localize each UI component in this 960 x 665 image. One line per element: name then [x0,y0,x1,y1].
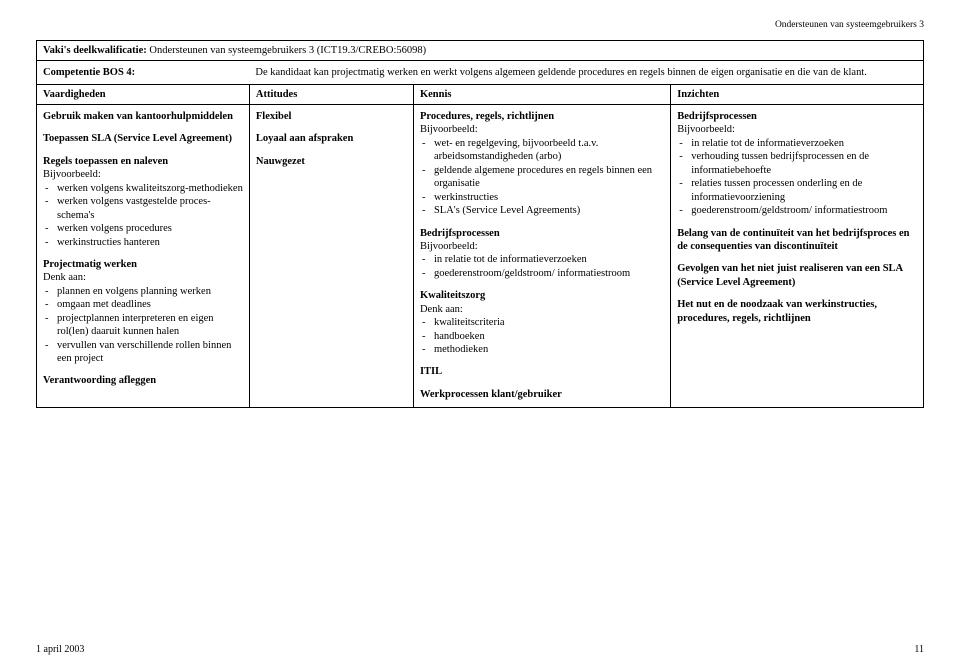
title-label: Vaki's deelkwalificatie: [43,45,147,56]
list-item: werkinstructies hanteren [43,236,243,249]
competentie-text: De kandidaat kan projectmatig werken en … [249,61,923,85]
inzichten-bp-block: Bedrijfsprocessen Bijvoorbeeld: in relat… [677,110,917,218]
body-row: Gebruik maken van kantoorhulpmiddelen To… [37,105,924,408]
list-item: werkinstructies [420,191,664,204]
kennis-heading-5: Werkprocessen klant/gebruiker [420,388,664,401]
inzichten-heading-2: Belang van de continuïteit van het bedri… [677,227,917,254]
list-item: in relatie tot de informatieverzoeken [420,253,664,266]
kennis-heading-1: Procedures, regels, richtlijnen [420,110,664,123]
list-item: projectplannen interpreteren en eigen ro… [43,312,243,339]
vaardigheden-bijv: Bijvoorbeeld: [43,168,243,181]
footer-date: 1 april 2003 [36,644,84,655]
cell-vaardigheden: Gebruik maken van kantoorhulpmiddelen To… [37,105,250,408]
header-kennis: Kennis [413,85,670,105]
content-table: Vaki's deelkwalificatie: Ondersteunen va… [36,40,924,408]
kennis-procedures-list: wet- en regelgeving, bijvoorbeeld t.a.v.… [420,137,664,218]
competentie-label: Competentie BOS 4: [37,61,250,85]
list-item: relaties tussen processen onderling en d… [677,177,917,204]
header-vaardigheden: Vaardigheden [37,85,250,105]
cell-attitudes: Flexibel Loyaal aan afspraken Nauwgezet [249,105,413,408]
inzichten-heading-4: Het nut en de noodzaak van werkinstructi… [677,298,917,325]
footer-page-number: 11 [914,644,924,655]
kennis-bijv-1: Bijvoorbeeld: [420,123,664,136]
vaardigheden-regels-block: Regels toepassen en naleven Bijvoorbeeld… [43,155,243,249]
inzichten-list: in relatie tot de informatieverzoeken ve… [677,137,917,218]
list-item: plannen en volgens planning werken [43,285,243,298]
attitude-3: Nauwgezet [256,155,407,168]
list-item: werken volgens vastgestelde proces-schem… [43,195,243,222]
header-attitudes: Attitudes [249,85,413,105]
vaardigheden-heading-2: Toepassen SLA (Service Level Agreement) [43,132,243,145]
list-item: in relatie tot de informatieverzoeken [677,137,917,150]
list-item: goederenstroom/geldstroom/ informatiestr… [677,204,917,217]
attitude-2: Loyaal aan afspraken [256,132,407,145]
kennis-kw-list: kwaliteitscriteria handboeken methodieke… [420,316,664,356]
list-item: werken volgens kwaliteitszorg-methodieke… [43,182,243,195]
vaardigheden-projectmatig-block: Projectmatig werken Denk aan: plannen en… [43,258,243,366]
kennis-bedrijfsprocessen-block: Bedrijfsprocessen Bijvoorbeeld: in relat… [420,227,664,281]
header-inzichten: Inzichten [671,85,924,105]
inzichten-heading-1: Bedrijfsprocessen [677,110,917,123]
kennis-kwaliteitszorg-block: Kwaliteitszorg Denk aan: kwaliteitscrite… [420,289,664,356]
page: Ondersteunen van systeemgebruikers 3 Vak… [0,0,960,665]
list-item: kwaliteitscriteria [420,316,664,329]
cell-kennis: Procedures, regels, richtlijnen Bijvoorb… [413,105,670,408]
inzichten-bijv: Bijvoorbeeld: [677,123,917,136]
vaardigheden-heading-1: Gebruik maken van kantoorhulpmiddelen [43,110,243,123]
kennis-procedures-block: Procedures, regels, richtlijnen Bijvoorb… [420,110,664,218]
kennis-heading-2: Bedrijfsprocessen [420,227,664,240]
list-item: verhouding tussen bedrijfsprocessen en d… [677,150,917,177]
vaardigheden-regels-list: werken volgens kwaliteitszorg-methodieke… [43,182,243,249]
kennis-heading-3: Kwaliteitszorg [420,289,664,302]
list-item: omgaan met deadlines [43,298,243,311]
title-cell: Vaki's deelkwalificatie: Ondersteunen va… [37,41,924,61]
inzichten-heading-3: Gevolgen van het niet juist realiseren v… [677,262,917,289]
list-item: geldende algemene procedures en regels b… [420,164,664,191]
list-item: werken volgens procedures [43,222,243,235]
list-item: handboeken [420,330,664,343]
kennis-bp-list: in relatie tot de informatieverzoeken go… [420,253,664,280]
cell-inzichten: Bedrijfsprocessen Bijvoorbeeld: in relat… [671,105,924,408]
column-headers-row: Vaardigheden Attitudes Kennis Inzichten [37,85,924,105]
attitude-1: Flexibel [256,110,407,123]
vaardigheden-heading-5: Verantwoording afleggen [43,374,243,387]
kennis-heading-4: ITIL [420,365,664,378]
list-item: goederenstroom/geldstroom/ informatiestr… [420,267,664,280]
page-footer: 1 april 2003 11 [36,644,924,655]
list-item: SLA's (Service Level Agreements) [420,204,664,217]
list-item: wet- en regelgeving, bijvoorbeeld t.a.v.… [420,137,664,164]
kennis-denkaan: Denk aan: [420,303,664,316]
kennis-bijv-2: Bijvoorbeeld: [420,240,664,253]
title-value: Ondersteunen van systeemgebruikers 3 (IC… [149,45,426,56]
title-row: Vaki's deelkwalificatie: Ondersteunen va… [37,41,924,61]
vaardigheden-heading-4: Projectmatig werken [43,258,243,271]
list-item: vervullen van verschillende rollen binne… [43,339,243,366]
vaardigheden-denkaan: Denk aan: [43,271,243,284]
competentie-row: Competentie BOS 4: De kandidaat kan proj… [37,61,924,85]
running-header: Ondersteunen van systeemgebruikers 3 [36,20,924,30]
list-item: methodieken [420,343,664,356]
vaardigheden-heading-3: Regels toepassen en naleven [43,155,243,168]
vaardigheden-project-list: plannen en volgens planning werken omgaa… [43,285,243,366]
